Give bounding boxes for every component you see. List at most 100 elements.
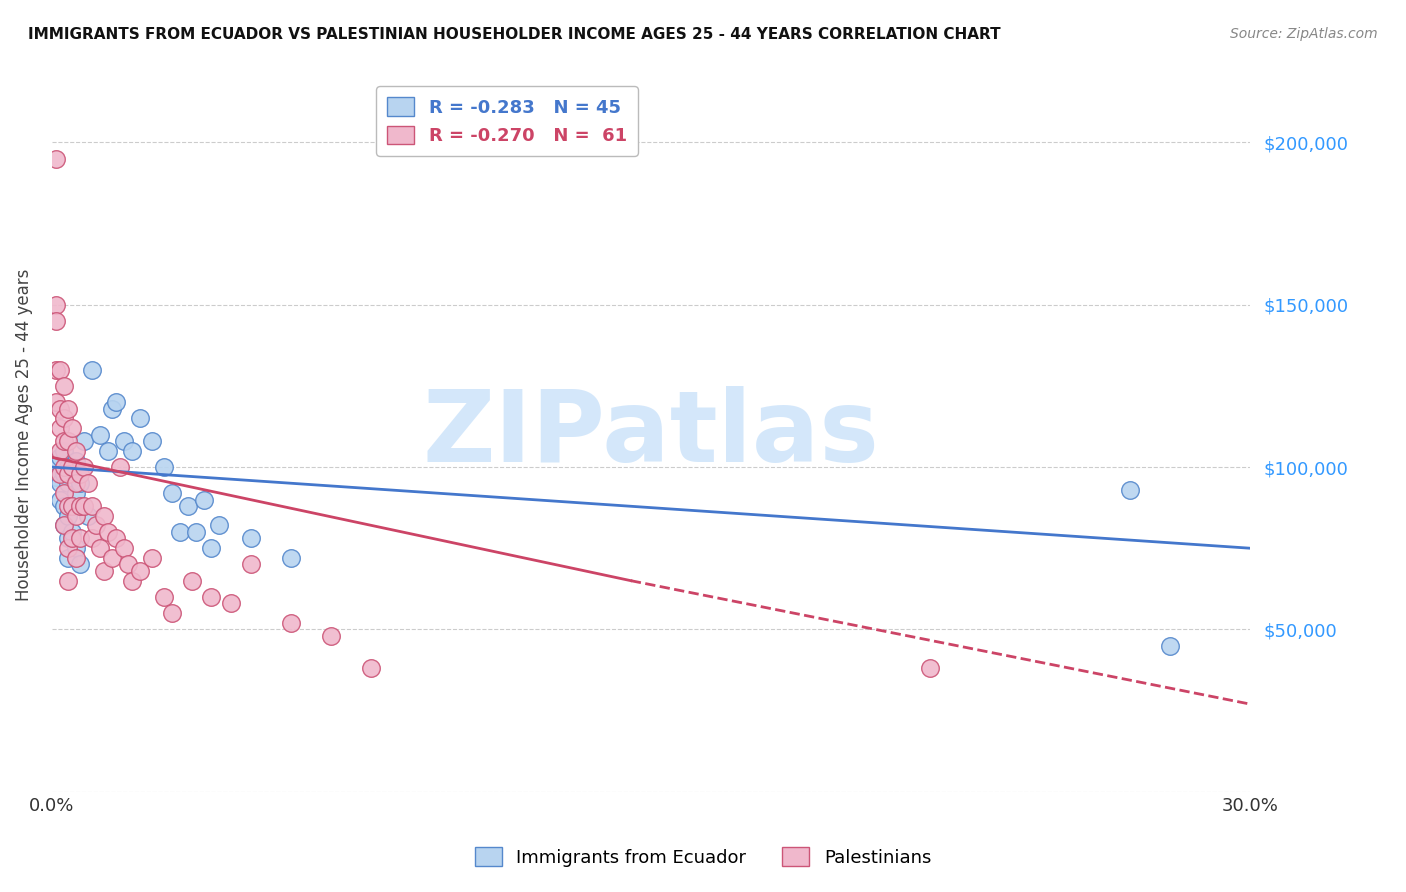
- Point: [97, 524, 120, 539]
- Point: [321, 629, 343, 643]
- Point: [48, 467, 70, 481]
- Point: [65, 508, 87, 523]
- Point: [52, 443, 75, 458]
- Point: [56, 434, 79, 448]
- Point: [65, 541, 87, 556]
- Point: [80, 499, 103, 513]
- Point: [1159, 639, 1181, 653]
- Point: [56, 401, 79, 416]
- Point: [89, 541, 111, 556]
- Point: [56, 532, 79, 546]
- Point: [69, 558, 91, 572]
- Point: [60, 499, 83, 513]
- Point: [69, 499, 91, 513]
- Point: [160, 486, 183, 500]
- Point: [280, 550, 302, 565]
- Point: [56, 550, 79, 565]
- Point: [100, 550, 122, 565]
- Y-axis label: Householder Income Ages 25 - 44 years: Householder Income Ages 25 - 44 years: [15, 268, 32, 600]
- Point: [69, 476, 91, 491]
- Point: [80, 362, 103, 376]
- Point: [45, 362, 67, 376]
- Point: [69, 467, 91, 481]
- Point: [48, 450, 70, 465]
- Point: [184, 524, 207, 539]
- Point: [84, 518, 107, 533]
- Point: [176, 499, 198, 513]
- Point: [48, 401, 70, 416]
- Point: [52, 379, 75, 393]
- Point: [52, 467, 75, 481]
- Point: [60, 524, 83, 539]
- Point: [104, 532, 127, 546]
- Point: [121, 443, 143, 458]
- Point: [48, 476, 70, 491]
- Point: [152, 590, 174, 604]
- Point: [200, 590, 222, 604]
- Point: [60, 460, 83, 475]
- Point: [48, 362, 70, 376]
- Point: [100, 401, 122, 416]
- Point: [52, 518, 75, 533]
- Point: [56, 574, 79, 588]
- Point: [180, 574, 202, 588]
- Point: [360, 661, 382, 675]
- Point: [112, 434, 135, 448]
- Text: Source: ZipAtlas.com: Source: ZipAtlas.com: [1230, 27, 1378, 41]
- Point: [141, 550, 163, 565]
- Point: [52, 460, 75, 475]
- Point: [56, 476, 79, 491]
- Point: [52, 518, 75, 533]
- Point: [60, 499, 83, 513]
- Point: [52, 411, 75, 425]
- Point: [65, 443, 87, 458]
- Text: ZIPatlas: ZIPatlas: [422, 386, 879, 483]
- Point: [121, 574, 143, 588]
- Point: [52, 434, 75, 448]
- Point: [45, 314, 67, 328]
- Point: [48, 421, 70, 435]
- Point: [97, 443, 120, 458]
- Point: [152, 460, 174, 475]
- Point: [48, 492, 70, 507]
- Point: [60, 532, 83, 546]
- Point: [45, 395, 67, 409]
- Point: [280, 615, 302, 630]
- Point: [80, 532, 103, 546]
- Point: [56, 467, 79, 481]
- Point: [93, 508, 115, 523]
- Point: [45, 298, 67, 312]
- Point: [73, 499, 96, 513]
- Point: [48, 443, 70, 458]
- Legend: R = -0.283   N = 45, R = -0.270   N =  61: R = -0.283 N = 45, R = -0.270 N = 61: [377, 87, 638, 156]
- Point: [920, 661, 942, 675]
- Point: [160, 606, 183, 620]
- Point: [60, 467, 83, 481]
- Legend: Immigrants from Ecuador, Palestinians: Immigrants from Ecuador, Palestinians: [468, 840, 938, 874]
- Point: [117, 558, 139, 572]
- Text: IMMIGRANTS FROM ECUADOR VS PALESTINIAN HOUSEHOLDER INCOME AGES 25 - 44 YEARS COR: IMMIGRANTS FROM ECUADOR VS PALESTINIAN H…: [28, 27, 1001, 42]
- Point: [65, 486, 87, 500]
- Point: [52, 499, 75, 513]
- Point: [73, 434, 96, 448]
- Point: [45, 152, 67, 166]
- Point: [112, 541, 135, 556]
- Point: [69, 532, 91, 546]
- Point: [76, 508, 98, 523]
- Point: [200, 541, 222, 556]
- Point: [240, 532, 263, 546]
- Point: [56, 460, 79, 475]
- Point: [60, 421, 83, 435]
- Point: [65, 453, 87, 467]
- Point: [193, 492, 215, 507]
- Point: [65, 550, 87, 565]
- Point: [128, 411, 150, 425]
- Point: [141, 434, 163, 448]
- Point: [108, 460, 131, 475]
- Point: [104, 395, 127, 409]
- Point: [65, 476, 87, 491]
- Point: [52, 486, 75, 500]
- Point: [56, 499, 79, 513]
- Point: [56, 508, 79, 523]
- Point: [73, 460, 96, 475]
